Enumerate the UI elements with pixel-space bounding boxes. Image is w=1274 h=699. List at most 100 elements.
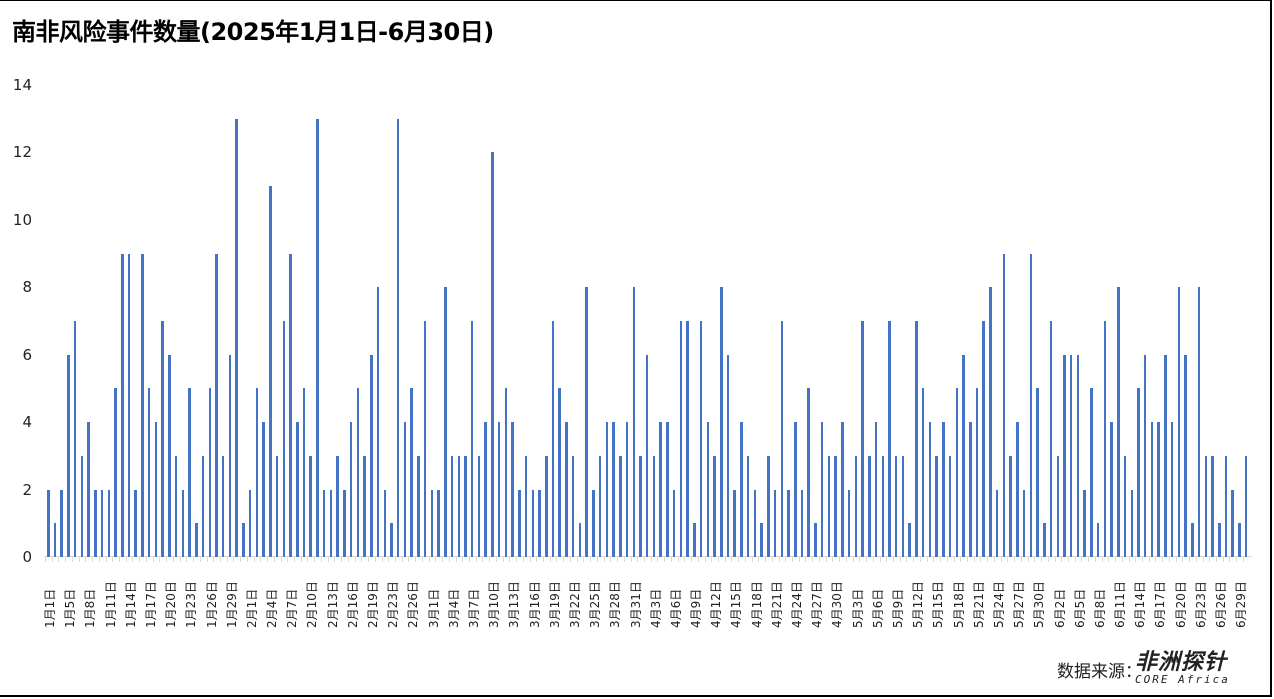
x-tick	[718, 557, 719, 562]
bar	[60, 489, 63, 557]
x-tick	[765, 557, 767, 562]
x-tick	[314, 557, 316, 562]
bar	[80, 455, 84, 557]
x-tick	[45, 557, 46, 562]
bar	[1244, 455, 1248, 557]
x-tick-label: 1月29日	[224, 581, 239, 628]
x-tick-label: 6月29日	[1234, 581, 1249, 628]
bar	[53, 523, 57, 557]
bar	[511, 422, 514, 557]
x-tick-label: 4月12日	[709, 581, 724, 628]
x-tick	[913, 557, 915, 562]
x-tick	[1081, 557, 1083, 562]
x-tick	[630, 557, 632, 562]
bar	[477, 455, 481, 557]
x-tick	[751, 557, 753, 562]
bar	[121, 253, 124, 557]
x-tick	[482, 557, 484, 562]
bar	[444, 287, 447, 557]
x-tick	[489, 557, 491, 562]
bar	[430, 489, 434, 557]
x-tick	[778, 557, 780, 562]
bar	[639, 455, 642, 557]
bar	[1117, 287, 1120, 557]
x-tick-label: 5月6日	[870, 588, 885, 628]
x-tick	[1121, 557, 1123, 562]
bar	[726, 354, 730, 557]
bar	[598, 455, 602, 557]
bar	[1096, 523, 1100, 557]
bar	[127, 253, 131, 557]
bar	[73, 321, 77, 557]
x-tick	[394, 557, 396, 562]
x-tick	[805, 557, 807, 562]
x-tick	[300, 557, 302, 562]
bar	[235, 118, 238, 557]
x-tick	[818, 557, 820, 562]
x-tick	[670, 557, 672, 562]
x-tick	[152, 557, 154, 562]
bar	[188, 388, 191, 557]
bar	[174, 455, 178, 557]
x-tick	[448, 557, 450, 562]
bar	[47, 489, 50, 557]
x-tick-label: 3月22日	[567, 581, 582, 628]
x-tick	[179, 557, 181, 562]
bar	[733, 489, 736, 557]
x-tick	[78, 557, 80, 562]
bar	[161, 321, 164, 557]
x-tick-label: 2月7日	[285, 588, 300, 628]
bar	[841, 422, 844, 557]
bar	[908, 523, 911, 557]
bar	[915, 321, 918, 557]
bar	[706, 422, 710, 557]
bar	[760, 523, 763, 557]
x-tick-label: 4月18日	[749, 581, 764, 628]
bar	[201, 455, 205, 557]
x-tick-label: 4月24日	[790, 581, 805, 628]
bar	[1076, 354, 1080, 557]
bar	[746, 455, 750, 557]
x-tick-label: 6月17日	[1153, 581, 1168, 628]
bar	[242, 523, 245, 557]
bar	[995, 489, 999, 557]
x-tick	[919, 557, 921, 562]
x-tick	[1155, 557, 1157, 562]
bar	[168, 354, 171, 557]
x-tick	[657, 557, 659, 562]
bar	[1090, 388, 1093, 557]
x-tick-label: 1月5日	[63, 588, 78, 628]
bar	[208, 388, 212, 557]
x-tick-label: 5月3日	[850, 588, 865, 628]
x-tick	[273, 557, 275, 562]
bar	[814, 523, 817, 557]
x-tick-label: 4月30日	[830, 581, 845, 628]
core-africa-logo: 非洲探针 CORE Africa	[1135, 652, 1245, 688]
bar	[847, 489, 851, 557]
bar	[928, 422, 932, 557]
bar	[524, 455, 528, 557]
x-tick	[172, 557, 174, 562]
bar	[894, 455, 898, 557]
x-tick	[623, 557, 625, 562]
bar	[1238, 523, 1241, 557]
bar	[356, 388, 360, 557]
x-tick	[1047, 557, 1049, 562]
bar	[282, 321, 286, 557]
x-tick	[1054, 557, 1056, 562]
bar	[1049, 321, 1053, 557]
x-tick	[408, 557, 410, 562]
x-tick	[926, 557, 928, 562]
x-tick	[1195, 557, 1197, 562]
bar	[1123, 455, 1127, 557]
bar	[269, 186, 272, 557]
bar	[1191, 523, 1194, 557]
bar	[720, 287, 723, 557]
x-tick	[381, 557, 383, 562]
x-tick	[246, 557, 248, 562]
bar	[834, 455, 837, 557]
x-tick	[132, 557, 134, 562]
y-tick-label: 2	[22, 480, 32, 499]
x-tick-label: 1月26日	[204, 581, 219, 628]
x-tick-label: 6月11日	[1113, 581, 1128, 628]
